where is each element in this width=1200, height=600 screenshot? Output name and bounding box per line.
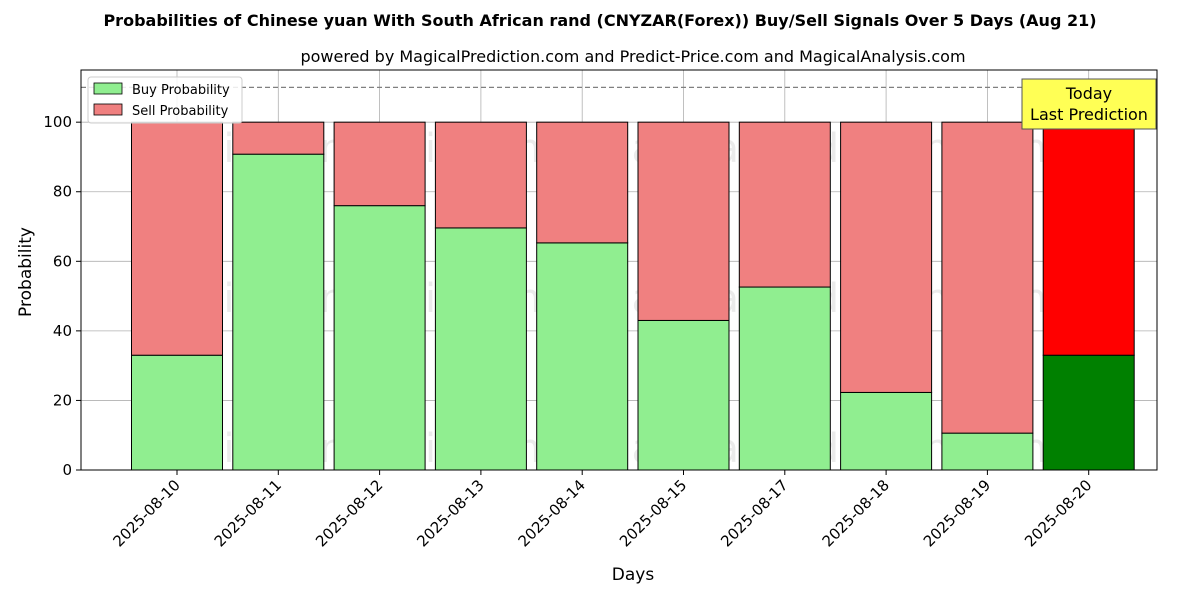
y-tick-label: 60 xyxy=(53,252,72,270)
x-tick-label: 2025-08-11 xyxy=(211,476,285,550)
y-tick-label: 40 xyxy=(53,322,72,340)
bars-layer xyxy=(131,121,1135,471)
buy-bar-2025-08-15 xyxy=(637,319,730,471)
buy-bar-2025-08-20 xyxy=(1042,354,1135,471)
legend-label-sell: Sell Probability xyxy=(132,104,229,119)
sell-bar-2025-08-10 xyxy=(131,121,223,356)
x-tick-label: 2025-08-19 xyxy=(920,476,994,550)
x-tick-label: 2025-08-13 xyxy=(413,476,487,550)
x-tick-label: 2025-08-10 xyxy=(109,476,183,550)
legend-frame xyxy=(87,76,243,124)
sell-bar-2025-08-15 xyxy=(637,121,730,321)
annotation-line-2: Last Prediction xyxy=(1030,105,1148,124)
chart-subtitle: powered by MagicalPrediction.com and Pre… xyxy=(300,47,965,66)
sell-bar-2025-08-13 xyxy=(434,121,527,229)
legend-swatch-sell xyxy=(93,103,123,116)
sell-bar-2025-08-11 xyxy=(232,121,325,155)
buy-bar-2025-08-12 xyxy=(333,205,426,471)
annotation-box xyxy=(1021,78,1157,130)
chart-title: Probabilities of Chinese yuan With South… xyxy=(103,11,1096,30)
buy-bar-2025-08-17 xyxy=(738,286,831,471)
y-tick-label: 0 xyxy=(62,461,72,479)
legend-label-buy: Buy Probability xyxy=(132,83,230,98)
legend: Buy Probability Sell Probability xyxy=(87,76,243,124)
y-tick-label: 80 xyxy=(53,183,72,201)
today-annotation: Today Last Prediction xyxy=(1021,78,1157,130)
sell-bar-2025-08-14 xyxy=(536,121,629,244)
sell-bar-2025-08-17 xyxy=(738,121,831,288)
y-tick-label: 100 xyxy=(43,113,72,131)
buy-bar-2025-08-19 xyxy=(941,432,1034,471)
buy-bar-2025-08-10 xyxy=(131,354,223,471)
sell-bar-2025-08-18 xyxy=(840,121,933,393)
sell-bar-2025-08-12 xyxy=(333,121,426,207)
y-tick-label: 20 xyxy=(53,391,72,409)
x-tick-label: 2025-08-12 xyxy=(312,476,386,550)
x-tick-label: 2025-08-14 xyxy=(515,476,589,550)
annotation-line-1: Today xyxy=(1065,84,1112,103)
legend-swatch-buy xyxy=(93,82,123,95)
sell-bar-2025-08-20 xyxy=(1042,121,1135,356)
y-axis-label: Probability xyxy=(16,227,36,317)
x-axis-label: Days xyxy=(612,565,655,585)
x-tick-label: 2025-08-18 xyxy=(819,476,893,550)
x-tick-label: 2025-08-15 xyxy=(616,476,690,550)
buy-bar-2025-08-11 xyxy=(232,153,325,471)
sell-bar-2025-08-19 xyxy=(941,121,1034,434)
buy-bar-2025-08-14 xyxy=(536,242,629,471)
plot-frame xyxy=(80,69,1158,471)
buy-bar-2025-08-13 xyxy=(434,227,527,471)
x-tick-label: 2025-08-17 xyxy=(717,476,791,550)
x-tick-label: 2025-08-20 xyxy=(1021,476,1095,550)
buy-bar-2025-08-18 xyxy=(840,391,933,471)
